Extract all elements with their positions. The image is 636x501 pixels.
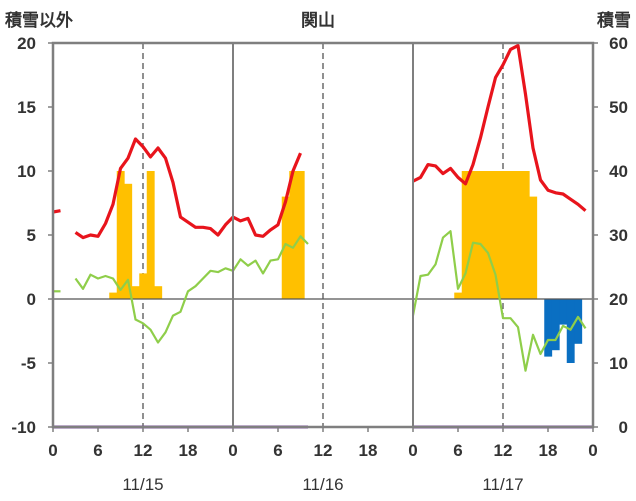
blue-bars-bar-3 [559,299,568,325]
orange-bars-bar-8 [289,171,298,299]
right-tick-label-0: 60 [609,34,628,53]
right-tick-label-5: 10 [609,354,628,373]
x-tick-label-10: 12 [494,441,513,460]
left-tick-label-2: 10 [17,162,36,181]
orange-bars-bar-12 [469,171,478,299]
orange-bars-bar-4 [139,273,148,299]
right-tick-label-6: 0 [619,418,628,437]
x-tick-label-12: 0 [588,441,597,460]
orange-bars-bar-13 [476,171,485,299]
left-tick-label-3: 5 [27,226,36,245]
blue-bars-bar-1 [544,299,553,357]
left-axis-title: 積雪以外 [5,10,73,30]
orange-bars-bar-7 [281,196,290,299]
orange-bars-bar-20 [529,196,538,299]
x-tick-label-7: 18 [359,441,378,460]
day-label-1: 11/16 [302,475,343,494]
right-tick-label-1: 50 [609,98,628,117]
orange-bars-bar-15 [491,171,500,299]
x-tick-label-8: 0 [408,441,417,460]
blue-bars-bar-5 [574,299,583,344]
blue-bars-bar-2 [551,299,560,351]
x-tick-label-2: 12 [134,441,153,460]
x-tick-label-5: 6 [273,441,282,460]
orange-bars-bar-11 [461,171,470,299]
left-tick-label-6: -10 [11,418,36,437]
orange-bars-bar-2 [124,183,133,299]
orange-bars-bar-1 [116,171,125,299]
right-axis-title: 積雪 [597,10,631,30]
orange-bars-bar-14 [484,171,493,299]
x-tick-label-4: 0 [228,441,237,460]
orange-bars-bar-18 [514,171,523,299]
temperature-segment-2 [412,43,587,212]
orange-bars-bar-6 [154,286,163,299]
left-tick-label-0: 20 [17,34,36,53]
blue-bars-bar-4 [566,299,575,363]
orange-bars-bar-3 [131,286,140,299]
orange-bars-bar-10 [454,292,463,299]
left-tick-label-1: 15 [17,98,36,117]
left-tick-label-5: -5 [21,354,36,373]
temperature-segment-1 [74,137,302,240]
right-tick-label-3: 30 [609,226,628,245]
green-line-segment-2 [411,230,587,372]
right-tick-label-4: 20 [609,290,628,309]
day-label-0: 11/15 [122,475,163,494]
day-label-2: 11/17 [482,475,523,494]
orange-bars-bar-0 [109,292,118,299]
orange-bars-bar-9 [296,171,305,299]
green-line-segment-1 [74,235,309,344]
orange-bars-bar-19 [521,171,530,299]
x-tick-label-11: 18 [539,441,558,460]
chart-title: 関山 [301,11,335,30]
x-tick-label-1: 6 [93,441,102,460]
x-tick-label-9: 6 [453,441,462,460]
x-tick-label-6: 12 [314,441,333,460]
orange-bars-bar-5 [146,171,155,299]
x-tick-label-0: 0 [48,441,57,460]
orange-bars-bar-16 [499,171,508,299]
x-tick-label-3: 18 [179,441,198,460]
right-tick-label-2: 40 [609,162,628,181]
orange-bars-bar-17 [506,171,515,299]
left-tick-label-4: 0 [27,290,36,309]
